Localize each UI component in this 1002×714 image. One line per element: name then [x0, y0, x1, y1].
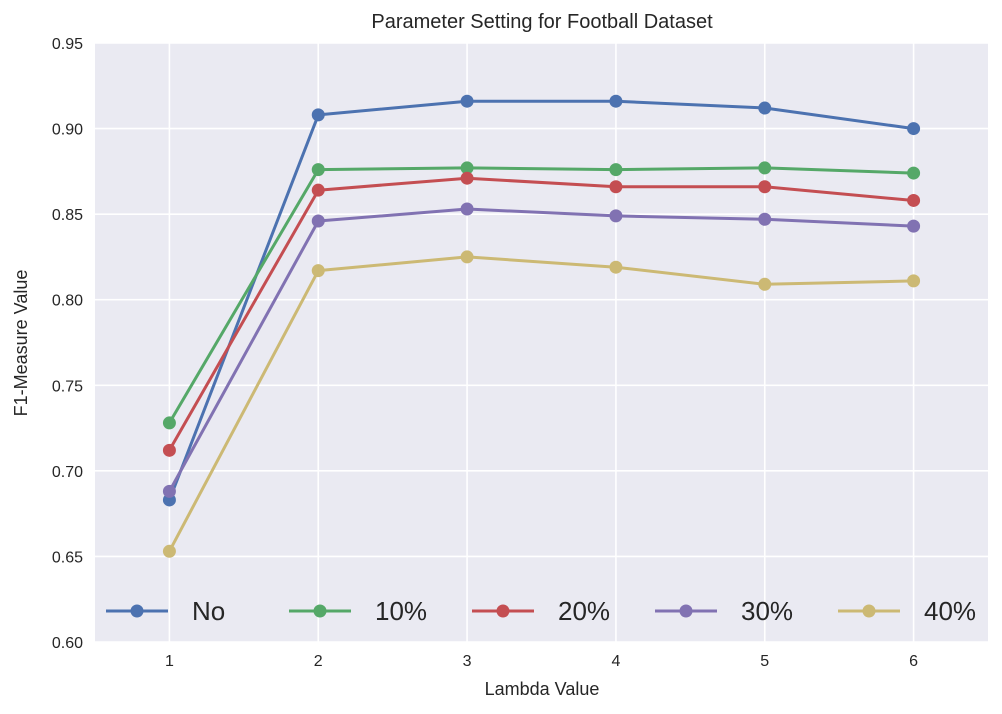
data-point — [758, 101, 772, 115]
data-point — [460, 202, 474, 216]
data-point — [609, 94, 623, 108]
data-point — [758, 180, 772, 194]
y-tick-label: 0.85 — [52, 207, 83, 224]
x-tick-label: 3 — [463, 653, 472, 670]
data-point — [758, 277, 772, 291]
y-tick-label: 0.90 — [52, 122, 83, 139]
legend-item: 40% — [838, 596, 976, 626]
data-point — [609, 163, 623, 177]
data-point — [907, 219, 921, 233]
data-point — [460, 161, 474, 175]
data-point — [311, 163, 325, 177]
y-tick-label: 0.70 — [52, 464, 83, 481]
x-axis-label: Lambda Value — [485, 679, 600, 699]
legend-label: 10% — [375, 596, 427, 626]
x-tick-label: 1 — [165, 653, 174, 670]
series-30pct — [162, 202, 921, 498]
legend-item: 20% — [472, 596, 610, 626]
series-no — [162, 94, 921, 507]
data-point — [609, 209, 623, 223]
data-point — [162, 443, 176, 457]
data-point — [162, 416, 176, 430]
series-layer — [162, 94, 921, 558]
data-point — [162, 484, 176, 498]
grid — [95, 42, 988, 643]
data-point — [907, 193, 921, 207]
data-point — [907, 274, 921, 288]
legend-label: 20% — [558, 596, 610, 626]
legend-marker — [130, 604, 144, 618]
x-tick-label: 4 — [611, 653, 620, 670]
legend-marker — [313, 604, 327, 618]
series-20pct — [162, 171, 921, 457]
legend-label: No — [192, 596, 225, 626]
data-point — [460, 250, 474, 264]
data-point — [162, 544, 176, 558]
data-point — [758, 212, 772, 226]
y-axis-label: F1-Measure Value — [11, 270, 31, 417]
data-point — [311, 264, 325, 278]
series-line — [168, 255, 914, 553]
y-tick-label: 0.65 — [52, 549, 83, 566]
data-point — [758, 161, 772, 175]
series-line — [168, 176, 914, 452]
plot-area — [95, 43, 988, 642]
data-point — [311, 183, 325, 197]
y-tick-label: 0.95 — [52, 36, 83, 53]
legend-item: 30% — [655, 596, 793, 626]
legend-item: No — [106, 596, 225, 626]
x-tick-label: 6 — [909, 653, 918, 670]
x-tick-label: 2 — [314, 653, 323, 670]
data-point — [460, 94, 474, 108]
x-tick-labels: 1 2 3 4 5 6 — [165, 653, 918, 670]
series-line — [168, 99, 914, 501]
legend-marker — [496, 604, 510, 618]
y-tick-label: 0.75 — [52, 378, 83, 395]
series-10pct — [162, 161, 921, 430]
legend-marker — [679, 604, 693, 618]
series-line — [168, 207, 914, 493]
series-40pct — [162, 250, 921, 558]
data-point — [907, 166, 921, 180]
data-point — [609, 180, 623, 194]
data-point — [609, 260, 623, 274]
legend-marker — [862, 604, 876, 618]
data-point — [907, 122, 921, 136]
data-point — [311, 108, 325, 122]
x-tick-label: 5 — [760, 653, 769, 670]
legend-label: 40% — [924, 596, 976, 626]
y-tick-label: 0.60 — [52, 635, 83, 652]
y-tick-label: 0.80 — [52, 293, 83, 310]
y-tick-labels: 0.60 0.65 0.70 0.75 0.80 0.85 0.90 0.95 — [52, 36, 83, 652]
chart-title: Parameter Setting for Football Dataset — [371, 11, 713, 33]
data-point — [460, 171, 474, 185]
legend-label: 30% — [741, 596, 793, 626]
legend-item: 10% — [289, 596, 427, 626]
series-line — [168, 166, 914, 424]
legend: No 10% 20% 30% 40% — [106, 596, 976, 626]
data-point — [311, 214, 325, 228]
